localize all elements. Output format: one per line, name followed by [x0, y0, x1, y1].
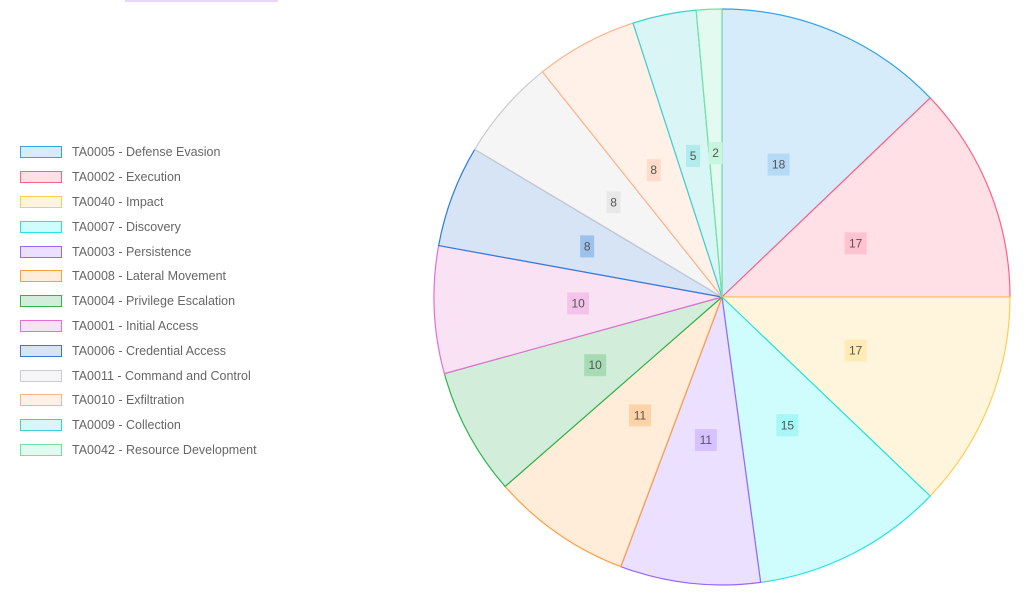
slice-value-text: 8 [584, 239, 591, 253]
legend-swatch [20, 295, 62, 308]
legend-label: TA0004 - Privilege Escalation [72, 294, 236, 309]
legend-swatch [20, 195, 62, 208]
legend-item[interactable]: TA0006 - Credential Access [20, 338, 257, 363]
slice-value-bg [767, 153, 790, 176]
legend-label: TA0040 - Impact [72, 194, 164, 209]
legend-swatch [20, 319, 62, 332]
slice-value-text: 18 [772, 158, 786, 172]
legend-swatch [20, 394, 62, 407]
legend-label: TA0003 - Persistence [72, 244, 192, 259]
slice-value-label: 10 [567, 292, 590, 315]
legend-item[interactable]: TA0004 - Privilege Escalation [20, 289, 257, 314]
slice-value-text: 17 [849, 344, 863, 358]
top-accent-bar [125, 0, 278, 2]
legend-swatch [20, 245, 62, 258]
pie-slice[interactable] [620, 296, 762, 586]
legend-label: TA0010 - Exfiltration [72, 393, 185, 408]
slice-value-bg [567, 292, 590, 315]
pie-slice[interactable] [720, 296, 1011, 497]
legend-swatch [20, 270, 62, 283]
slice-value-text: 5 [690, 149, 697, 163]
legend-item[interactable]: TA0040 - Impact [20, 190, 257, 215]
legend-label: TA0007 - Discovery [72, 219, 181, 234]
pie-slice[interactable] [721, 295, 932, 584]
legend-item[interactable]: TA0010 - Exfiltration [20, 388, 257, 413]
slice-value-bg [776, 414, 799, 437]
slice-value-bg [686, 144, 701, 167]
slice-value-label: 17 [844, 339, 867, 362]
legend-item[interactable]: TA0008 - Lateral Movement [20, 264, 257, 289]
legend-label: TA0006 - Credential Access [72, 343, 227, 358]
slice-value-text: 17 [849, 236, 863, 250]
slice-value-label: 8 [580, 235, 595, 258]
legend-item[interactable]: TA0003 - Persistence [20, 239, 257, 264]
legend-swatch [20, 220, 62, 233]
slice-value-text: 15 [781, 418, 795, 432]
slice-value-bg [708, 142, 723, 165]
legend-label: TA0005 - Defense Evasion [72, 145, 221, 160]
slice-value-bg [606, 191, 621, 214]
legend-label: TA0002 - Execution [72, 170, 181, 185]
slice-value-text: 11 [700, 433, 713, 447]
slice-value-text: 11 [634, 408, 647, 422]
pie-slice[interactable] [721, 8, 932, 299]
legend-swatch [20, 171, 62, 184]
legend-item[interactable]: TA0002 - Execution [20, 165, 257, 190]
slice-value-label: 8 [646, 159, 661, 182]
legend-label: TA0008 - Lateral Movement [72, 269, 227, 284]
slice-value-text: 10 [589, 358, 603, 372]
legend-swatch [20, 369, 62, 382]
pie-slice[interactable] [443, 296, 723, 488]
legend-item[interactable]: TA0009 - Collection [20, 413, 257, 438]
slice-value-label: 17 [844, 232, 867, 255]
legend-swatch [20, 419, 62, 432]
legend-swatch [20, 146, 62, 159]
slice-value-label: 5 [686, 144, 701, 167]
slice-value-label: 11 [628, 404, 651, 427]
chart-legend: TA0005 - Defense Evasion TA0002 - Executi… [20, 140, 257, 462]
slice-value-label: 8 [606, 191, 621, 214]
legend-swatch [20, 344, 62, 357]
pie-slice[interactable] [504, 296, 723, 568]
slice-value-bg [580, 235, 595, 258]
legend-label: TA0042 - Resource Development [72, 442, 257, 457]
slice-value-text: 10 [571, 296, 585, 310]
legend-item[interactable]: TA0042 - Resource Development [20, 438, 257, 463]
slice-value-label: 10 [584, 354, 607, 377]
legend-item[interactable]: TA0005 - Defense Evasion [20, 140, 257, 165]
legend-item[interactable]: TA0011 - Command and Control [20, 363, 257, 388]
legend-swatch [20, 443, 62, 456]
legend-item[interactable]: TA0001 - Initial Access [20, 314, 257, 339]
slice-value-bg [646, 159, 661, 182]
slice-value-text: 2 [712, 146, 719, 160]
slice-value-bg [844, 232, 867, 255]
legend-label: TA0011 - Command and Control [72, 368, 251, 383]
slice-value-bg [694, 429, 717, 452]
slice-value-label: 18 [767, 153, 790, 176]
slice-value-bg [628, 404, 651, 427]
pie-slice[interactable] [720, 97, 1011, 298]
slice-value-text: 8 [610, 195, 617, 209]
slice-value-label: 11 [694, 429, 717, 452]
slice-value-label: 15 [776, 414, 799, 437]
legend-label: TA0001 - Initial Access [72, 318, 199, 333]
slice-value-text: 8 [650, 163, 657, 177]
legend-item[interactable]: TA0007 - Discovery [20, 214, 257, 239]
slice-value-bg [844, 339, 867, 362]
legend-label: TA0009 - Collection [72, 418, 181, 433]
slice-value-label: 2 [708, 142, 723, 165]
slice-value-bg [584, 354, 607, 377]
